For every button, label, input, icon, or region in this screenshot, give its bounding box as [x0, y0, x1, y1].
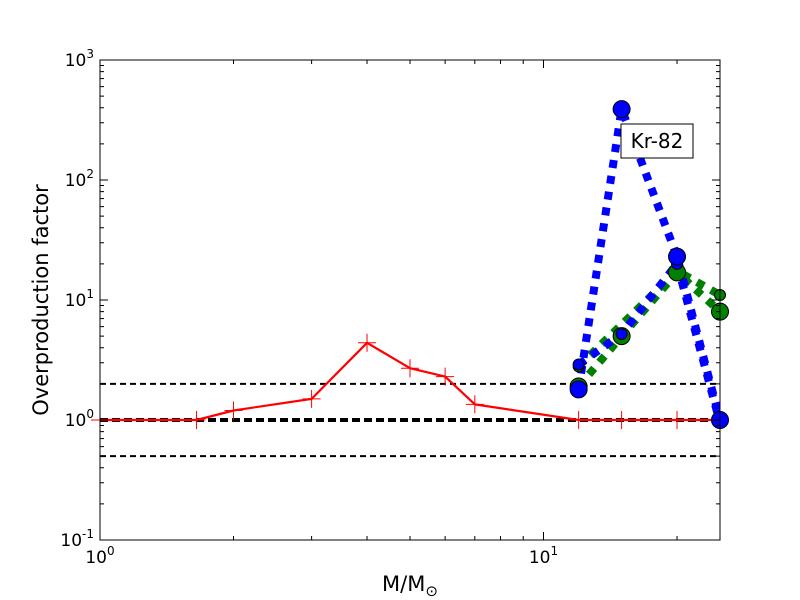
- series-0-marker-7: [465, 395, 484, 414]
- tick-base: 10: [65, 291, 87, 311]
- tick-base: 10: [529, 548, 551, 568]
- tick-exponent: 1: [551, 544, 559, 558]
- tick-exponent: 0: [107, 544, 115, 558]
- series-0-marker-5: [401, 359, 419, 378]
- x-tick-label-1: 101: [529, 544, 558, 568]
- tick-base: 10: [65, 51, 87, 71]
- series-0-marker-8: [569, 411, 588, 429]
- tick-base: 10: [60, 531, 82, 551]
- tick-exponent: 3: [86, 47, 94, 61]
- axis-ticks: [99, 59, 720, 541]
- series-line-3: [575, 268, 720, 390]
- series-1-marker-2: [668, 247, 687, 266]
- tick-base: 10: [85, 548, 107, 568]
- x-axis-label-main: M/M: [382, 572, 425, 596]
- series-0-marker-1: [187, 411, 206, 429]
- series-line-0: [100, 341, 720, 422]
- y-tick-label-2: 101: [65, 287, 94, 311]
- data-series: [100, 105, 720, 424]
- x-axis-label-subscript: ⊙: [425, 582, 438, 600]
- tick-exponent: 2: [86, 167, 94, 181]
- tick-base: 10: [65, 411, 87, 431]
- series-0-marker-2: [224, 401, 243, 420]
- annotation-box: Kr-82: [620, 123, 694, 159]
- tick-exponent: 0: [86, 407, 94, 421]
- tick-base: 10: [65, 171, 87, 191]
- y-tick-label-0: 10-1: [60, 527, 94, 551]
- data-markers: [91, 100, 729, 429]
- series-1-marker-0: [569, 380, 588, 399]
- x-tick-label-0: 100: [85, 544, 114, 568]
- x-axis-label: M/M⊙: [382, 572, 438, 600]
- series-0-marker-10: [668, 411, 687, 429]
- series-0-marker-9: [612, 411, 631, 429]
- y-tick-label-4: 103: [65, 47, 94, 71]
- series-0-marker-6: [436, 367, 455, 386]
- y-axis-label: Overproduction factor: [29, 184, 53, 416]
- tick-exponent: -1: [82, 527, 94, 541]
- series-0-marker-3: [302, 389, 321, 408]
- series-1-marker-1: [612, 100, 631, 119]
- tick-exponent: 1: [86, 287, 94, 301]
- annotation-frame: [620, 123, 694, 159]
- series-2-marker-1: [615, 328, 628, 341]
- series-2-marker-0: [572, 358, 585, 371]
- y-tick-label-1: 100: [65, 407, 94, 431]
- series-0-marker-4: [358, 333, 377, 352]
- y-tick-label-3: 102: [65, 167, 94, 191]
- annotation-label: Kr-82: [631, 129, 684, 153]
